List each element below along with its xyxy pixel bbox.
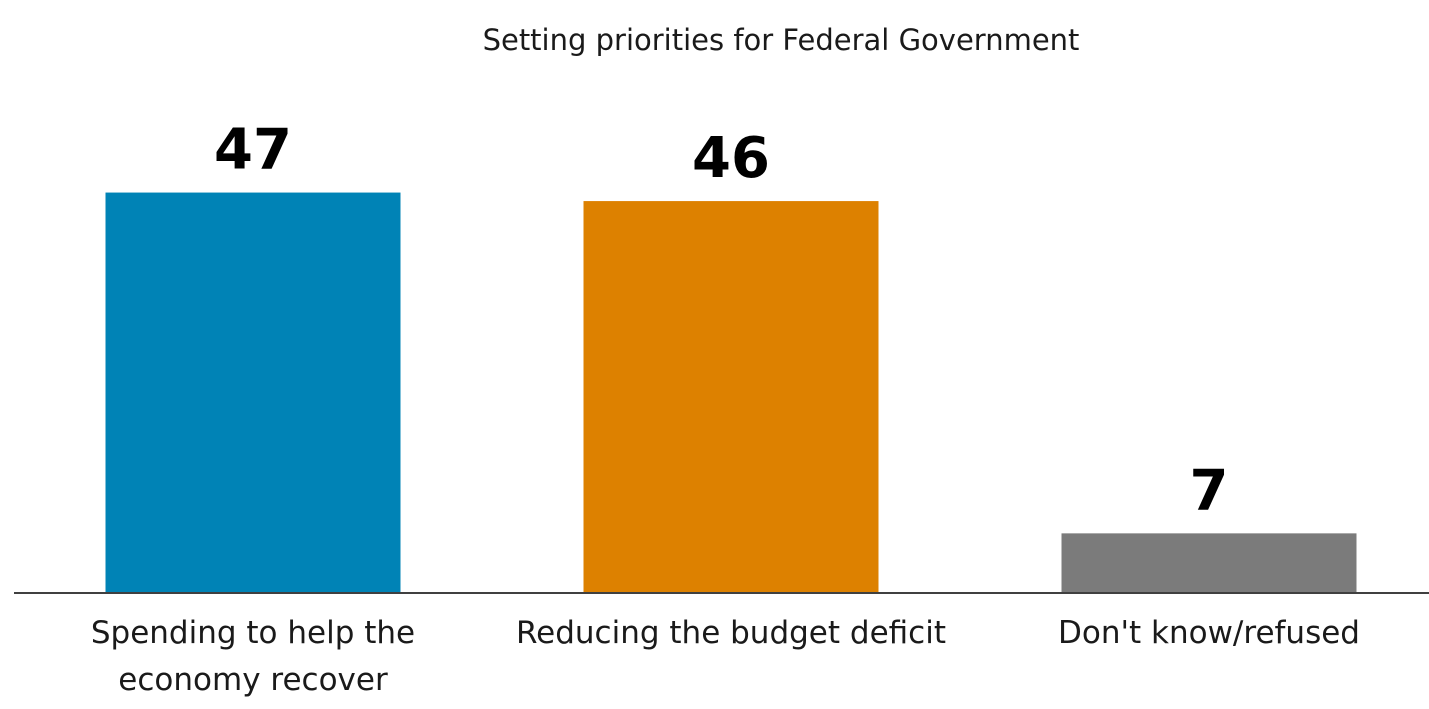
value-labels: 47 46 7 (214, 118, 1228, 524)
chart-title: Setting priorities for Federal Governmen… (483, 23, 1080, 57)
category-label-0: Spending to help the economy recover (91, 615, 415, 698)
category-label-2: Don't know/refused (1058, 615, 1360, 651)
data-label-1: 46 (692, 126, 770, 191)
data-label-0: 47 (214, 118, 292, 183)
bar-1 (583, 201, 879, 593)
category-label-1-line-0: Reducing the budget deficit (516, 615, 946, 651)
bar-2 (1061, 533, 1357, 593)
category-label-0-line-1: economy recover (118, 662, 388, 698)
bar-0 (105, 192, 401, 593)
data-label-2: 7 (1190, 458, 1229, 523)
category-label-2-line-0: Don't know/refused (1058, 615, 1360, 651)
category-label-0-line-0: Spending to help the (91, 615, 415, 651)
bars (105, 192, 1357, 593)
category-label-1: Reducing the budget deficit (516, 615, 946, 651)
category-labels: Spending to help the economy recover Reduc… (91, 615, 1360, 698)
